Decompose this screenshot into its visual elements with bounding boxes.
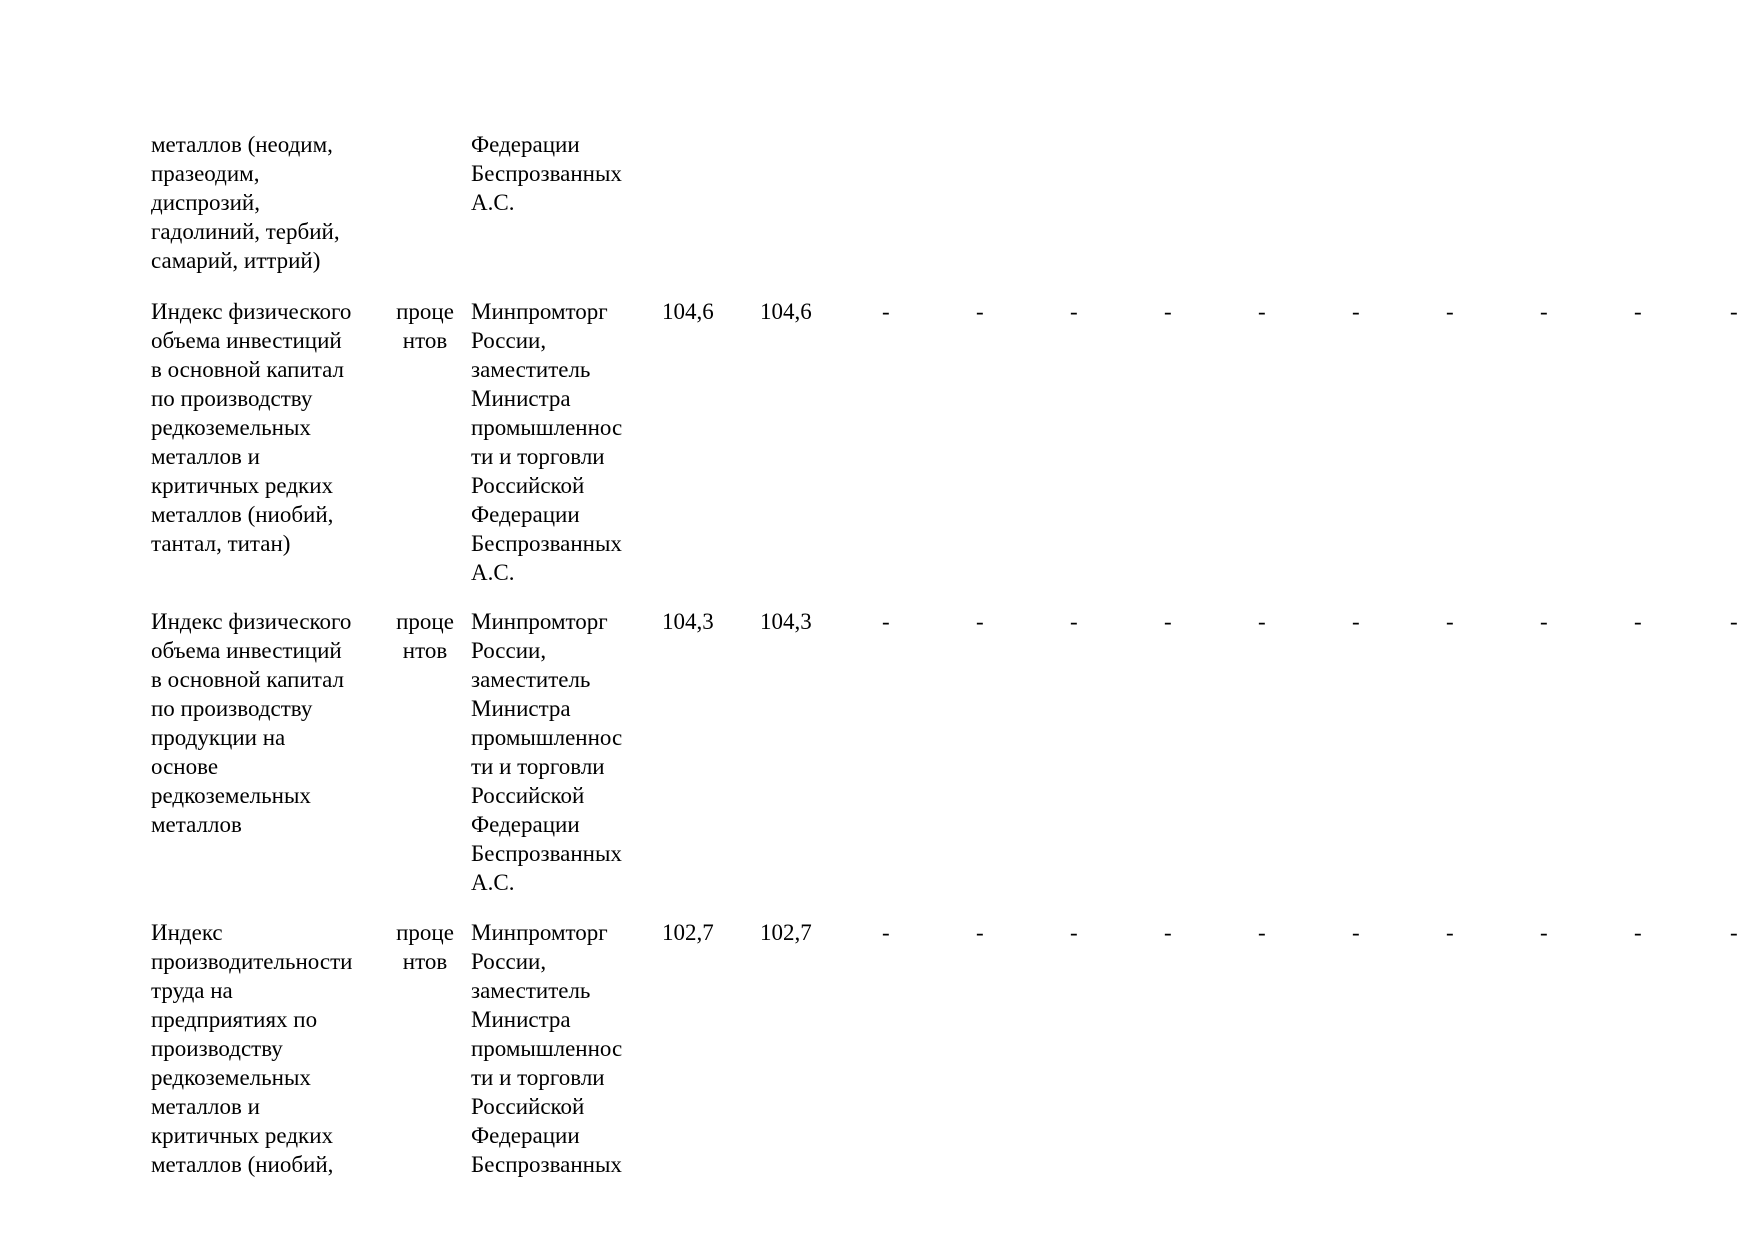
unit-cell: проце нтов — [396, 609, 454, 663]
empty-value-dash: - — [1352, 920, 1360, 945]
empty-value-dash: - — [1446, 920, 1454, 945]
indicator-name: металлов (неодим, празеодим, диспрозий, … — [151, 132, 340, 273]
unit-cell: проце нтов — [396, 299, 454, 353]
value-cell: 104,6 — [760, 299, 812, 324]
empty-value-dash: - — [1446, 299, 1454, 324]
empty-value-dash: - — [1258, 920, 1266, 945]
empty-value-dash: - — [976, 609, 984, 634]
empty-value-dash: - — [1164, 609, 1172, 634]
value-cell: 102,7 — [760, 920, 812, 945]
responsible-cell: Минпромторг России, заместитель Министра… — [471, 920, 623, 1177]
empty-value-dash: - — [1164, 299, 1172, 324]
empty-value-dash: - — [1730, 920, 1738, 945]
responsible-cell: Минпромторг России, заместитель Министра… — [471, 609, 623, 895]
value-cell: 104,3 — [662, 609, 714, 634]
empty-value-dash: - — [1070, 920, 1078, 945]
empty-value-dash: - — [882, 609, 890, 634]
empty-value-dash: - — [976, 299, 984, 324]
value-cell: 104,3 — [760, 609, 812, 634]
empty-value-dash: - — [1258, 299, 1266, 324]
value-cell: 102,7 — [662, 920, 714, 945]
value-cell: 104,6 — [662, 299, 714, 324]
empty-value-dash: - — [882, 299, 890, 324]
empty-value-dash: - — [1730, 609, 1738, 634]
empty-value-dash: - — [1634, 920, 1642, 945]
indicator-name: Индекс физического объема инвестиций в о… — [151, 299, 352, 556]
empty-value-dash: - — [1164, 920, 1172, 945]
empty-value-dash: - — [976, 920, 984, 945]
indicator-name: Индекс производительности труда на предп… — [151, 920, 353, 1177]
empty-value-dash: - — [882, 920, 890, 945]
empty-value-dash: - — [1446, 609, 1454, 634]
empty-value-dash: - — [1540, 299, 1548, 324]
empty-value-dash: - — [1070, 609, 1078, 634]
empty-value-dash: - — [1730, 299, 1738, 324]
empty-value-dash: - — [1352, 299, 1360, 324]
indicator-name: Индекс физического объема инвестиций в о… — [151, 609, 352, 837]
empty-value-dash: - — [1540, 920, 1548, 945]
empty-value-dash: - — [1070, 299, 1078, 324]
unit-cell: проце нтов — [396, 920, 454, 974]
responsible-cell: Федерации Беспрозванных А.С. — [471, 132, 622, 215]
empty-value-dash: - — [1540, 609, 1548, 634]
empty-value-dash: - — [1634, 299, 1642, 324]
empty-value-dash: - — [1634, 609, 1642, 634]
empty-value-dash: - — [1258, 609, 1266, 634]
empty-value-dash: - — [1352, 609, 1360, 634]
responsible-cell: Минпромторг России, заместитель Министра… — [471, 299, 623, 585]
